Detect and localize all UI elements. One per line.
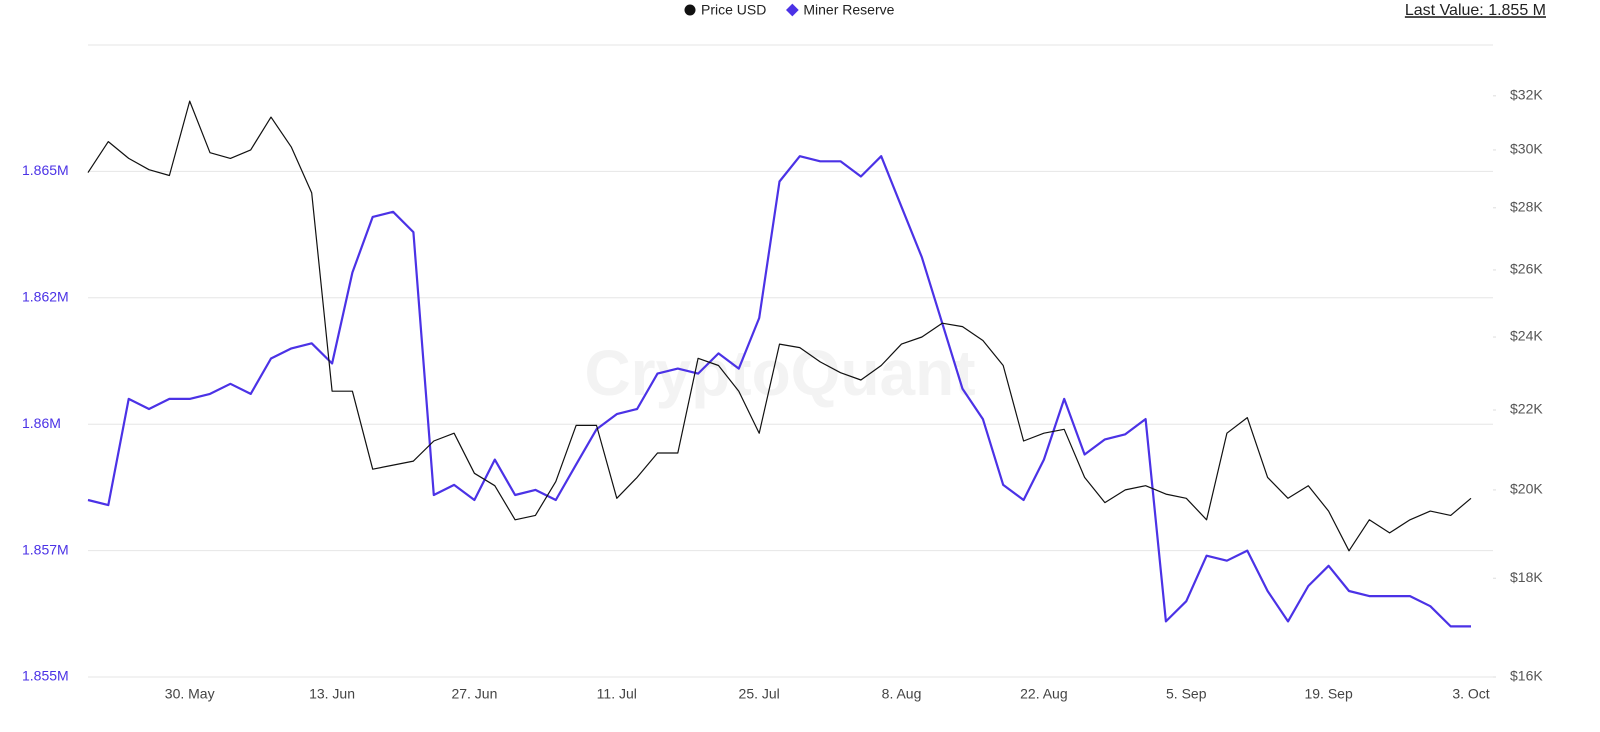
y2-tick-label: $16K bbox=[1510, 668, 1543, 684]
y2-tick-label: $24K bbox=[1510, 328, 1543, 344]
y-tick-label: 1.855M bbox=[22, 668, 69, 684]
y-tick-label: 1.86M bbox=[22, 415, 61, 431]
x-tick-label: 19. Sep bbox=[1304, 686, 1352, 702]
legend-label: Price USD bbox=[701, 2, 766, 18]
x-tick-label: 8. Aug bbox=[882, 686, 922, 702]
x-tick-label: 11. Jul bbox=[597, 686, 637, 702]
x-tick-label: 30. May bbox=[165, 686, 215, 702]
y2-tick-label: $28K bbox=[1510, 198, 1543, 214]
y-tick-label: 1.857M bbox=[22, 541, 69, 557]
y2-tick-label: $30K bbox=[1510, 141, 1543, 157]
x-tick-label: 3. Oct bbox=[1452, 686, 1489, 702]
y2-tick-label: $22K bbox=[1510, 401, 1543, 417]
y-tick-label: 1.862M bbox=[22, 289, 69, 305]
y2-tick-label: $20K bbox=[1510, 481, 1543, 497]
series-line bbox=[87, 155, 1471, 628]
watermark: CryptoQuant bbox=[584, 337, 975, 409]
x-tick-label: 25. Jul bbox=[739, 686, 780, 702]
x-tick-label: 22. Aug bbox=[1020, 686, 1068, 702]
x-tick-label: 13. Jun bbox=[309, 686, 355, 702]
legend-label: Miner Reserve bbox=[803, 2, 894, 18]
legend-marker bbox=[684, 4, 696, 16]
last-value: Last Value: 1.855 M bbox=[1405, 2, 1546, 19]
y2-tick-label: $32K bbox=[1510, 87, 1543, 103]
y2-tick-label: $18K bbox=[1510, 569, 1543, 585]
series-line bbox=[87, 100, 1472, 552]
x-tick-label: 5. Sep bbox=[1166, 686, 1207, 702]
y-tick-label: 1.865M bbox=[22, 162, 69, 178]
legend-marker bbox=[785, 3, 799, 17]
x-tick-label: 27. Jun bbox=[451, 686, 497, 702]
y2-tick-label: $26K bbox=[1510, 261, 1543, 277]
